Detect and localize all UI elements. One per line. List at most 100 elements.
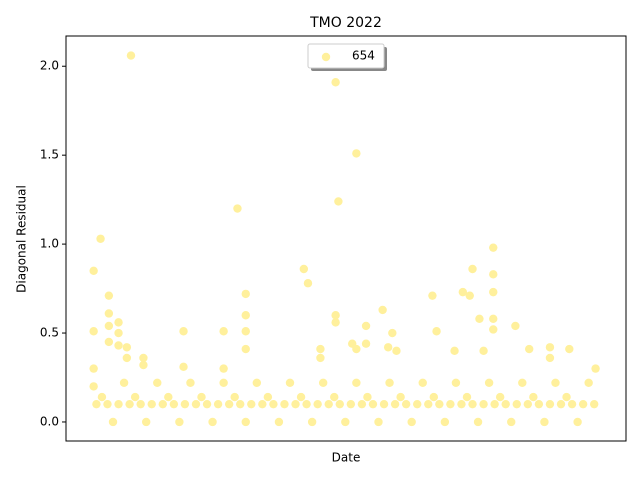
point	[565, 344, 574, 354]
plot-frame	[65, 35, 627, 442]
point	[169, 399, 179, 409]
point	[92, 399, 101, 409]
point	[89, 327, 98, 336]
point	[468, 399, 477, 409]
point	[562, 392, 571, 402]
point	[164, 392, 173, 402]
point	[130, 392, 140, 402]
point	[473, 417, 483, 427]
point	[361, 339, 371, 348]
point	[104, 309, 114, 318]
point	[241, 327, 250, 336]
point	[126, 51, 136, 60]
y-tick-label: 0.5	[40, 326, 59, 340]
point	[545, 343, 555, 352]
point	[450, 346, 459, 356]
point	[479, 399, 488, 409]
point	[489, 243, 498, 252]
point	[385, 378, 394, 388]
point	[523, 399, 533, 409]
point	[346, 399, 356, 409]
point	[213, 399, 223, 409]
point	[363, 392, 372, 402]
point	[567, 399, 577, 409]
point	[103, 399, 112, 409]
y-tick-label: 2.0	[40, 59, 59, 73]
point	[429, 392, 439, 402]
point	[303, 279, 313, 288]
point	[89, 364, 98, 373]
point	[390, 399, 400, 409]
point	[180, 399, 190, 409]
point	[247, 399, 256, 409]
point	[122, 353, 132, 363]
point	[383, 343, 393, 352]
x-axis-label: Date	[332, 451, 361, 465]
point	[446, 399, 455, 409]
point	[424, 399, 433, 409]
point	[89, 382, 98, 391]
point	[307, 417, 317, 427]
legend-label: 654	[352, 49, 375, 63]
point	[324, 399, 333, 409]
point	[291, 399, 300, 409]
point	[512, 399, 521, 409]
point	[457, 399, 466, 409]
point	[313, 399, 322, 409]
chart-title: TMO 2022	[309, 15, 382, 31]
point	[269, 399, 278, 409]
point	[378, 305, 387, 315]
point	[331, 78, 340, 87]
point	[97, 392, 107, 402]
point	[158, 399, 167, 409]
point	[428, 291, 437, 300]
point	[230, 392, 239, 402]
point	[489, 287, 498, 297]
point	[392, 346, 401, 356]
point	[573, 417, 582, 427]
point	[175, 417, 184, 427]
point	[475, 314, 484, 324]
point	[104, 291, 114, 300]
point	[258, 399, 267, 409]
point	[197, 392, 206, 402]
point	[274, 417, 284, 427]
point	[589, 399, 599, 409]
point	[236, 399, 245, 409]
point	[465, 291, 474, 300]
point	[219, 364, 228, 373]
legend-marker	[321, 52, 331, 62]
point	[352, 378, 361, 388]
point	[545, 399, 555, 409]
point	[89, 266, 98, 275]
point	[104, 337, 114, 347]
point	[525, 344, 534, 354]
point	[241, 417, 250, 427]
point	[584, 378, 593, 388]
point	[302, 399, 311, 409]
point	[368, 399, 378, 409]
point	[451, 378, 461, 388]
point	[484, 378, 494, 388]
point	[318, 378, 328, 388]
point	[489, 270, 498, 279]
point	[125, 399, 134, 409]
point	[202, 399, 212, 409]
point	[352, 344, 361, 354]
point	[139, 360, 148, 370]
point	[490, 399, 499, 409]
point	[357, 399, 367, 409]
point	[479, 346, 488, 356]
point	[330, 392, 339, 402]
point	[435, 399, 444, 409]
point	[136, 399, 145, 409]
point	[316, 353, 325, 363]
point	[224, 399, 234, 409]
point	[241, 311, 250, 320]
point	[233, 204, 242, 213]
point	[352, 149, 361, 158]
point	[432, 327, 441, 336]
point	[331, 318, 340, 327]
point	[495, 392, 505, 402]
point	[396, 392, 405, 402]
